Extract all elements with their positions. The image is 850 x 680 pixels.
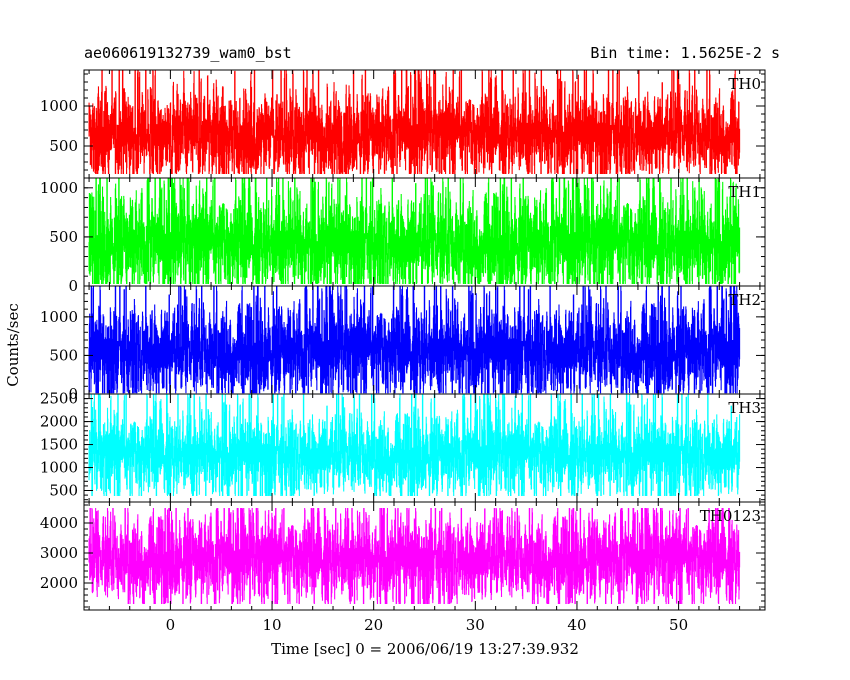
x-tick-label: 10 xyxy=(262,616,281,634)
chart-title: ae060619132739_wam0_bst xyxy=(84,44,292,62)
y-tick-label-th3: 500 xyxy=(49,482,78,500)
y-tick-label-th0: 1000 xyxy=(40,97,78,115)
y-tick-label-th0: 500 xyxy=(49,137,78,155)
y-tick-label-th3: 1000 xyxy=(40,459,78,477)
panel-label-th0: TH0 xyxy=(728,75,761,93)
x-axis-label: Time [sec] 0 = 2006/06/19 13:27:39.932 xyxy=(271,640,579,658)
y-tick-label-th0123: 3000 xyxy=(40,544,78,562)
panel-label-th2: TH2 xyxy=(728,291,761,309)
y-tick-label-th3: 2500 xyxy=(40,390,78,408)
series-th2-line xyxy=(88,286,741,394)
y-tick-label-th2: 0 xyxy=(68,385,78,403)
y-axis-label: Counts/sec xyxy=(4,303,22,387)
y-tick-label-th0123: 4000 xyxy=(40,514,78,532)
y-tick-label-th0123: 2000 xyxy=(40,574,78,592)
panel-th0123-frame xyxy=(83,501,766,611)
series-th1-line xyxy=(88,178,741,285)
series-th3-line xyxy=(88,394,741,497)
y-tick-label-th2: 1000 xyxy=(40,308,78,326)
panel-label-th1: TH1 xyxy=(728,183,761,201)
panel-label-th0123: TH0123 xyxy=(700,507,761,525)
y-tick-label-th3: 1500 xyxy=(40,436,78,454)
bin-time-label: Bin time: 1.5625E-2 s xyxy=(590,44,780,62)
series-th0123-line xyxy=(88,508,741,604)
x-tick-label: 30 xyxy=(466,616,485,634)
y-tick-label-th1: 0 xyxy=(68,277,78,295)
panel-label-th3: TH3 xyxy=(728,399,761,417)
series-th0-line xyxy=(88,70,741,174)
y-tick-label-th1: 500 xyxy=(49,228,78,246)
x-tick-label: 40 xyxy=(567,616,586,634)
x-tick-label: 0 xyxy=(166,616,176,634)
x-tick-label: 50 xyxy=(669,616,688,634)
y-tick-label-th3: 2000 xyxy=(40,413,78,431)
x-tick-label: 20 xyxy=(364,616,383,634)
y-tick-label-th1: 1000 xyxy=(40,179,78,197)
y-tick-label-th2: 500 xyxy=(49,346,78,364)
